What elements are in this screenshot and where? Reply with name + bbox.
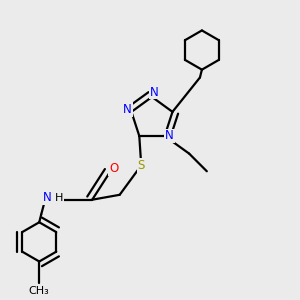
Text: H: H	[55, 193, 63, 203]
Text: N: N	[43, 191, 52, 204]
Text: CH₃: CH₃	[29, 286, 50, 296]
Text: N: N	[149, 85, 158, 98]
Text: S: S	[138, 159, 145, 172]
Text: O: O	[109, 162, 119, 175]
Text: N: N	[123, 103, 132, 116]
Text: N: N	[165, 130, 174, 142]
